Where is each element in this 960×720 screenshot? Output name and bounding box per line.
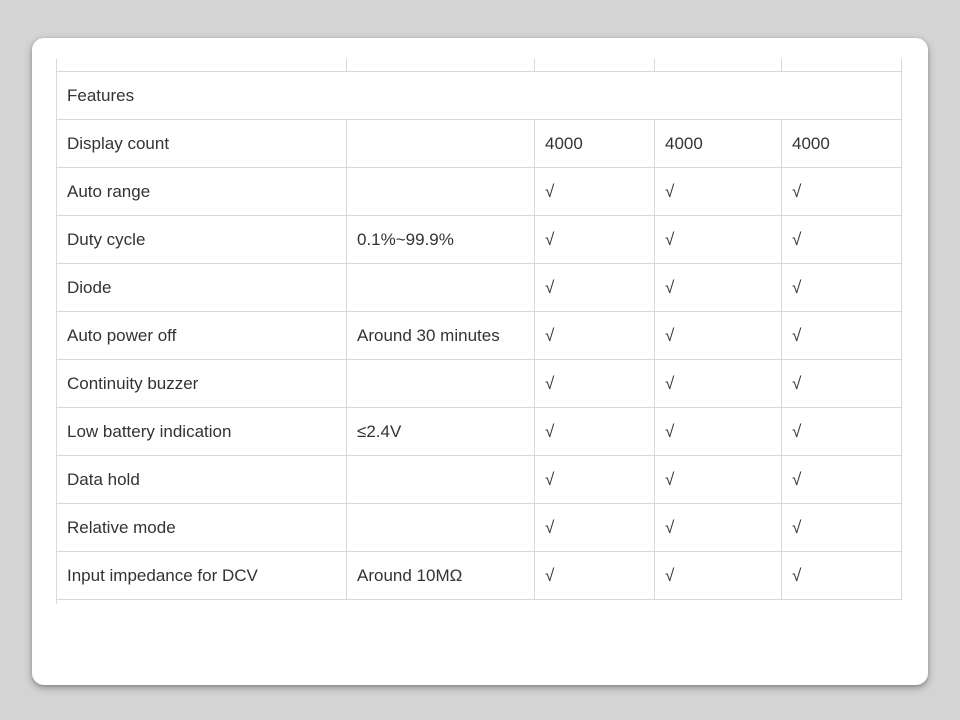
feature-value-cell: √: [781, 360, 902, 408]
feature-spec-cell: [346, 456, 534, 504]
feature-spec-cell: [346, 168, 534, 216]
feature-value-cell: √: [654, 456, 781, 504]
content-card: Features Display count 4000 4000 4000 Auto r…: [32, 38, 928, 685]
feature-value-cell: √: [654, 552, 781, 600]
table-header-cell: Features: [56, 72, 902, 120]
table-row: Relative mode √ √ √: [56, 504, 904, 552]
feature-value-cell: 4000: [654, 120, 781, 168]
feature-value-cell: √: [534, 504, 654, 552]
feature-value-cell: √: [534, 216, 654, 264]
feature-name-cell: Input impedance for DCV: [56, 552, 346, 600]
feature-value-cell: √: [654, 360, 781, 408]
feature-value-cell: √: [654, 216, 781, 264]
clipped-cell: [781, 59, 902, 72]
feature-name-cell: Continuity buzzer: [56, 360, 346, 408]
feature-value-cell: √: [534, 360, 654, 408]
feature-spec-cell: [346, 264, 534, 312]
feature-spec-cell: ≤2.4V: [346, 408, 534, 456]
feature-value-cell: √: [534, 312, 654, 360]
clipped-cell: [534, 59, 654, 72]
feature-spec-cell: Around 10MΩ: [346, 552, 534, 600]
table-row: Display count 4000 4000 4000: [56, 120, 904, 168]
feature-value-cell: √: [534, 408, 654, 456]
feature-value-cell: √: [654, 408, 781, 456]
table-body: Display count 4000 4000 4000 Auto range √ √ √ Du…: [56, 120, 904, 600]
feature-value-cell: √: [781, 216, 902, 264]
feature-name-cell: Relative mode: [56, 504, 346, 552]
clipped-cell: [346, 59, 534, 72]
clipped-cell: [56, 59, 346, 72]
feature-spec-cell: Around 30 minutes: [346, 312, 534, 360]
feature-value-cell: √: [534, 456, 654, 504]
feature-name-cell: Diode: [56, 264, 346, 312]
table-row: Auto range √ √ √: [56, 168, 904, 216]
feature-value-cell: √: [781, 552, 902, 600]
table-row: Data hold √ √ √: [56, 456, 904, 504]
feature-name-cell: Auto power off: [56, 312, 346, 360]
clipped-row-bottom: [56, 600, 66, 604]
feature-spec-cell: 0.1%~99.9%: [346, 216, 534, 264]
feature-name-cell: Auto range: [56, 168, 346, 216]
feature-value-cell: √: [654, 168, 781, 216]
feature-spec-cell: [346, 504, 534, 552]
features-table: Features Display count 4000 4000 4000 Auto r…: [56, 59, 904, 604]
feature-spec-cell: [346, 120, 534, 168]
feature-value-cell: √: [534, 264, 654, 312]
feature-name-cell: Low battery indication: [56, 408, 346, 456]
feature-value-cell: 4000: [781, 120, 902, 168]
feature-value-cell: √: [654, 312, 781, 360]
clipped-row-top: [56, 59, 904, 72]
table-row: Diode √ √ √: [56, 264, 904, 312]
table-row: Continuity buzzer √ √ √: [56, 360, 904, 408]
feature-value-cell: 4000: [534, 120, 654, 168]
feature-value-cell: √: [654, 504, 781, 552]
table-header-row: Features: [56, 72, 904, 120]
feature-value-cell: √: [534, 168, 654, 216]
feature-value-cell: √: [781, 168, 902, 216]
feature-name-cell: Display count: [56, 120, 346, 168]
clipped-cell: [654, 59, 781, 72]
table-row: Input impedance for DCV Around 10MΩ √ √ √: [56, 552, 904, 600]
feature-spec-cell: [346, 360, 534, 408]
feature-value-cell: √: [534, 552, 654, 600]
table-row: Duty cycle 0.1%~99.9% √ √ √: [56, 216, 904, 264]
feature-name-cell: Data hold: [56, 456, 346, 504]
table-row: Auto power off Around 30 minutes √ √ √: [56, 312, 904, 360]
feature-value-cell: √: [781, 504, 902, 552]
table-row: Low battery indication ≤2.4V √ √ √: [56, 408, 904, 456]
feature-value-cell: √: [781, 456, 902, 504]
feature-value-cell: √: [781, 264, 902, 312]
feature-name-cell: Duty cycle: [56, 216, 346, 264]
feature-value-cell: √: [781, 408, 902, 456]
feature-value-cell: √: [654, 264, 781, 312]
feature-value-cell: √: [781, 312, 902, 360]
